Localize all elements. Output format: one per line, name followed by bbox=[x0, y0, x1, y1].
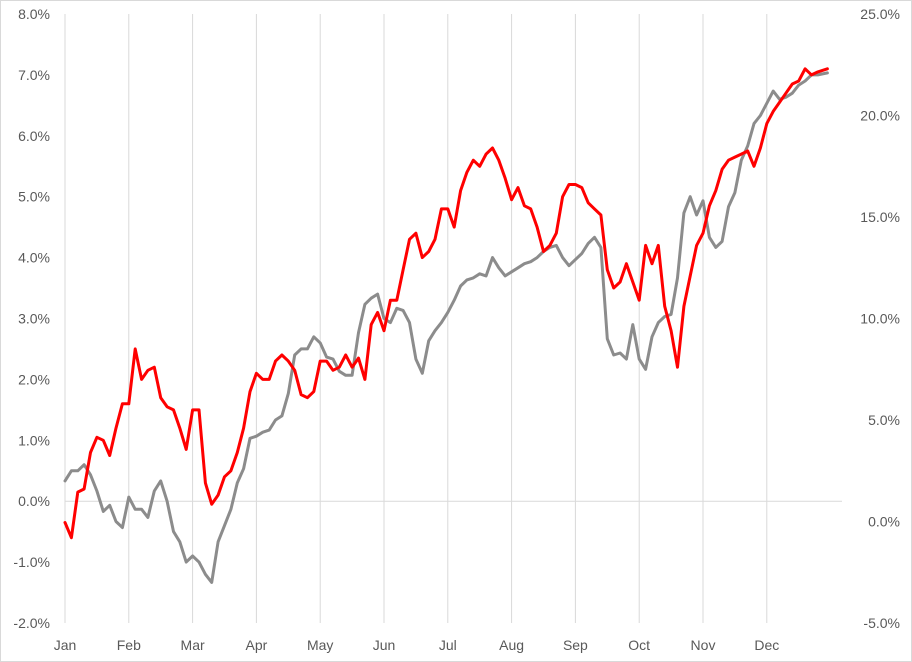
series-lines bbox=[63, 67, 829, 584]
x-tick-label-apr: Apr bbox=[246, 637, 268, 653]
x-tick-label-sep: Sep bbox=[563, 637, 588, 653]
right-tick-label: 5.0% bbox=[868, 412, 900, 428]
right-tick-label: 0.0% bbox=[868, 514, 900, 530]
right-tick-label: 15.0% bbox=[860, 209, 900, 225]
right-tick-label: 20.0% bbox=[860, 108, 900, 124]
x-tick-label-jul: Jul bbox=[439, 637, 457, 653]
x-tick-label-oct: Oct bbox=[628, 637, 650, 653]
x-tick-label-feb: Feb bbox=[117, 637, 141, 653]
left-tick-label: 4.0% bbox=[18, 250, 50, 266]
left-tick-label: 1.0% bbox=[18, 432, 50, 448]
x-axis-tick-labels: Jan Feb Mar Apr May Jun Jul Aug Sep Oct Nov Dec bbox=[54, 637, 780, 653]
left-tick-label: 8.0% bbox=[18, 6, 50, 22]
left-tick-label: -1.0% bbox=[13, 554, 50, 570]
left-tick-label: 2.0% bbox=[18, 371, 50, 387]
right-tick-label: 10.0% bbox=[860, 311, 900, 327]
left-tick-label: 3.0% bbox=[18, 311, 50, 327]
left-tick-label: 7.0% bbox=[18, 67, 50, 83]
right-axis-tick-labels: -5.0% 0.0% 5.0% 10.0% 15.0% 20.0% 25.0% bbox=[860, 6, 900, 631]
left-tick-label: 5.0% bbox=[18, 189, 50, 205]
x-tick-label-dec: Dec bbox=[754, 637, 779, 653]
right-tick-label: 25.0% bbox=[860, 6, 900, 22]
x-tick-label-mar: Mar bbox=[181, 637, 205, 653]
gray-series-line bbox=[63, 71, 829, 584]
x-tick-label-jan: Jan bbox=[54, 637, 77, 653]
x-tick-label-nov: Nov bbox=[691, 637, 716, 653]
x-tick-label-may: May bbox=[307, 637, 333, 653]
right-tick-label: -5.0% bbox=[863, 615, 900, 631]
red-series-line bbox=[63, 67, 829, 540]
left-tick-label: 0.0% bbox=[18, 493, 50, 509]
left-tick-label: -2.0% bbox=[13, 615, 50, 631]
x-tick-label-jun: Jun bbox=[373, 637, 396, 653]
x-tick-label-aug: Aug bbox=[499, 637, 524, 653]
left-tick-label: 6.0% bbox=[18, 128, 50, 144]
left-axis-tick-labels: -2.0% -1.0% 0.0% 1.0% 2.0% 3.0% 4.0% 5.0% 6.0% 7.… bbox=[13, 6, 50, 631]
